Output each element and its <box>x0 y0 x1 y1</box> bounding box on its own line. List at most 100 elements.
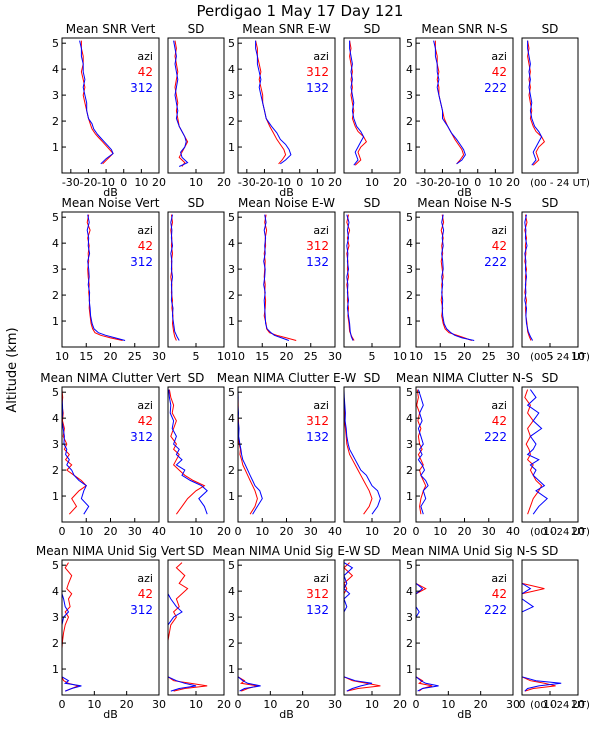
x-tick-label: -20 <box>255 176 273 189</box>
panel: 1 2 3 4 5 10 15 20 25 30 Mean Noise N-S azi 42 222 <box>406 196 520 363</box>
y-tick-label: 3 <box>228 89 235 102</box>
panel: 1 2 3 4 5 -30 -20 -10 0 10 20 Mean SNR E-W dB azi 312 1… <box>228 22 342 199</box>
y-tick-label: 1 <box>228 663 235 676</box>
y-tick-label: 5 <box>52 386 59 399</box>
x-tick-label: 10 <box>488 176 502 189</box>
y-tick-label: 3 <box>228 611 235 624</box>
x-tick-label: 10 <box>217 350 231 363</box>
x-tick-label: 0 <box>519 698 526 711</box>
legend-entry: 312 <box>306 587 329 601</box>
x-tick-label: 20 <box>217 698 231 711</box>
y-tick-label: 3 <box>52 438 59 451</box>
x-tick-label: 20 <box>458 350 472 363</box>
legend-entry: 312 <box>130 81 153 95</box>
x-tick-label: 20 <box>571 698 585 711</box>
x-tick-label: -30 <box>62 176 80 189</box>
x-tick-label: 5 <box>193 350 200 363</box>
legend-entry: 42 <box>492 65 507 79</box>
y-tick-label: 2 <box>52 115 59 128</box>
y-tick-label: 4 <box>52 585 59 598</box>
y-tick-label: 4 <box>406 237 413 250</box>
panel-title: Mean SNR Vert <box>66 22 156 36</box>
legend-entry: 42 <box>138 65 153 79</box>
x-axis-label: (00 - 24 UT) <box>530 700 590 711</box>
panel-title: SD <box>188 371 205 385</box>
y-axis-label: Altitude (km) <box>5 327 20 412</box>
x-tick-label: 10 <box>55 350 69 363</box>
legend-title: azi <box>313 50 329 63</box>
series-line <box>237 562 261 692</box>
panel-title: Mean Noise N-S <box>417 196 512 210</box>
x-tick-label: 20 <box>393 698 407 711</box>
legend-entry: 132 <box>306 430 329 444</box>
series-line <box>521 562 556 692</box>
y-tick-label: 3 <box>406 438 413 451</box>
panel: 10 20 SD <box>167 22 231 189</box>
x-tick-label: 20 <box>571 525 585 538</box>
panel: 1 2 3 4 5 0 10 20 30 40 Mean NIMA Clutter N-S azi 42… <box>396 371 533 538</box>
series-line <box>524 389 543 515</box>
panel-title: Mean SNR N-S <box>421 22 507 36</box>
series-line <box>173 40 189 167</box>
panel: 1 2 3 4 5 10 15 20 25 30 Mean Noise Vert azi 42 312 <box>52 196 166 363</box>
x-tick-label: -20 <box>79 176 97 189</box>
y-tick-label: 3 <box>52 263 59 276</box>
panel-title: SD <box>188 544 205 558</box>
y-tick-label: 2 <box>406 115 413 128</box>
series-line <box>263 214 297 341</box>
legend-entry: 312 <box>306 239 329 253</box>
x-tick-label: 10 <box>255 525 269 538</box>
x-tick-label: 20 <box>458 525 472 538</box>
series-line <box>441 214 475 341</box>
x-axis-label: (00 - 24 UT) <box>530 178 590 189</box>
x-tick-label: 20 <box>280 350 294 363</box>
panel: 1 2 3 4 5 0 10 20 30 Mean NIMA Unid Sig Vert dB azi… <box>36 544 186 721</box>
y-tick-label: 1 <box>52 663 59 676</box>
x-tick-label: -10 <box>273 176 291 189</box>
plot-frame <box>237 559 336 696</box>
legend-entry: 132 <box>306 81 329 95</box>
plot-frame <box>415 37 514 174</box>
x-tick-label: 10 <box>365 698 379 711</box>
panel: 1 2 3 4 5 -30 -20 -10 0 10 20 Mean SNR Vert dB azi 42 3… <box>52 22 166 199</box>
series-line <box>526 389 548 515</box>
series-line <box>170 214 180 341</box>
y-tick-label: 1 <box>406 663 413 676</box>
panel: 1 2 3 4 5 10 15 20 25 30 Mean Noise E-W azi 312 132 <box>228 196 342 363</box>
panel: 1 2 3 4 5 -30 -20 -10 0 10 20 Mean SNR N-S dB azi 42 22… <box>406 22 520 199</box>
series-line <box>343 389 373 515</box>
x-tick-label: 40 <box>152 525 166 538</box>
x-tick-label: -20 <box>433 176 451 189</box>
x-tick-label: 10 <box>134 176 148 189</box>
legend-entry: 42 <box>492 239 507 253</box>
y-tick-label: 1 <box>406 141 413 154</box>
y-tick-label: 5 <box>406 559 413 572</box>
x-tick-label: 20 <box>474 698 488 711</box>
x-tick-label: 0 <box>59 525 66 538</box>
plot-frame <box>343 559 401 696</box>
y-tick-label: 4 <box>228 585 235 598</box>
y-tick-label: 5 <box>228 559 235 572</box>
x-tick-label: 20 <box>104 350 118 363</box>
y-tick-label: 1 <box>406 315 413 328</box>
y-tick-label: 1 <box>52 141 59 154</box>
panel-title: Mean NIMA Unid Sig N-S <box>392 544 538 558</box>
y-tick-label: 5 <box>52 211 59 224</box>
y-tick-label: 2 <box>406 289 413 302</box>
panel: 10 20 SD <box>343 22 407 189</box>
legend-entry: 42 <box>138 587 153 601</box>
x-tick-label: 20 <box>104 525 118 538</box>
y-tick-label: 5 <box>228 386 235 399</box>
panel: 10 20 SD (00 - 24 UT) <box>521 371 590 538</box>
legend-title: azi <box>137 50 153 63</box>
plot-frame <box>521 37 579 174</box>
plot-frame <box>167 211 225 348</box>
x-tick-label: 30 <box>128 525 142 538</box>
x-tick-label: 10 <box>433 525 447 538</box>
series-line <box>346 214 354 341</box>
legend-entry: 222 <box>484 81 507 95</box>
series-line <box>440 214 472 341</box>
panel-title: SD <box>364 544 381 558</box>
x-tick-label: 5 <box>547 350 554 363</box>
